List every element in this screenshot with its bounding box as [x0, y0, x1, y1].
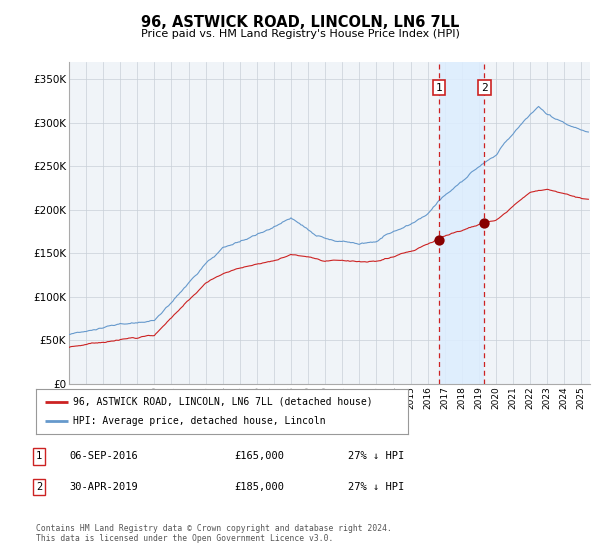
Text: 06-SEP-2016: 06-SEP-2016 [69, 451, 138, 461]
Point [434, 236, 444, 245]
Text: £165,000: £165,000 [234, 451, 284, 461]
Text: 1: 1 [36, 451, 42, 461]
Text: 27% ↓ HPI: 27% ↓ HPI [348, 482, 404, 492]
Bar [439, 62, 484, 384]
Text: 1: 1 [436, 83, 442, 93]
Point [479, 218, 489, 227]
Text: 2: 2 [36, 482, 42, 492]
Text: 27% ↓ HPI: 27% ↓ HPI [348, 451, 404, 461]
Text: 96, ASTWICK ROAD, LINCOLN, LN6 7LL (detached house): 96, ASTWICK ROAD, LINCOLN, LN6 7LL (deta… [73, 396, 373, 407]
Text: Contains HM Land Registry data © Crown copyright and database right 2024.
This d: Contains HM Land Registry data © Crown c… [36, 524, 392, 543]
Text: Price paid vs. HM Land Registry's House Price Index (HPI): Price paid vs. HM Land Registry's House … [140, 29, 460, 39]
Text: 30-APR-2019: 30-APR-2019 [69, 482, 138, 492]
Text: 96, ASTWICK ROAD, LINCOLN, LN6 7LL: 96, ASTWICK ROAD, LINCOLN, LN6 7LL [141, 15, 459, 30]
Text: 2: 2 [481, 83, 488, 93]
Text: HPI: Average price, detached house, Lincoln: HPI: Average price, detached house, Linc… [73, 417, 326, 427]
Text: £185,000: £185,000 [234, 482, 284, 492]
